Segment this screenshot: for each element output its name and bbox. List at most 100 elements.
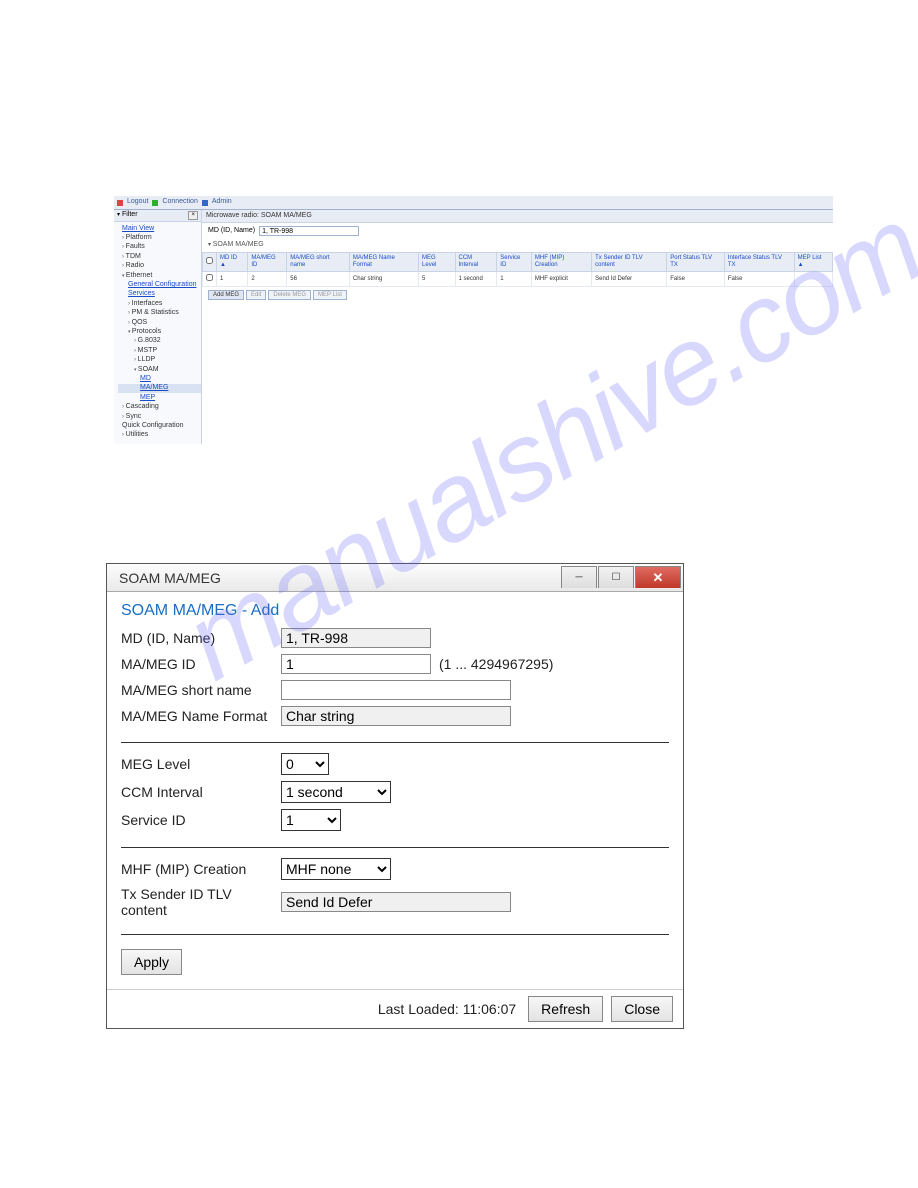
- breadcrumb: Microwave radio: SOAM MA/MEG: [202, 210, 833, 223]
- nav-quick-config[interactable]: Quick Configuration: [118, 421, 201, 430]
- nav-mameg[interactable]: MA/MEG: [118, 384, 201, 393]
- connection-icon: [152, 200, 158, 206]
- col-service-id[interactable]: Service ID: [497, 252, 532, 271]
- col-short-name[interactable]: MA/MEG short name: [287, 252, 350, 271]
- label-txsender: Tx Sender ID TLV content: [121, 886, 281, 918]
- input-txsender: [281, 892, 511, 912]
- nav-pm-stats[interactable]: PM & Statistics: [118, 309, 201, 318]
- label-service-id: Service ID: [121, 812, 281, 828]
- management-ui-screenshot: Logout Connection Admin ▾ Filter × Main …: [113, 195, 834, 445]
- cell-mameg-id: 2: [248, 272, 287, 287]
- table-button-row: Add MEG Edit Delete MEG MEP List: [202, 287, 833, 303]
- nav-mstp[interactable]: MSTP: [118, 346, 201, 355]
- nav-radio[interactable]: Radio: [118, 262, 201, 271]
- nav-faults[interactable]: Faults: [118, 243, 201, 252]
- cell-short-name: 56: [287, 272, 350, 287]
- select-meg-level[interactable]: 0: [281, 753, 329, 775]
- cell-mep-list: [794, 272, 832, 287]
- cell-iface-status: False: [724, 272, 794, 287]
- logout-icon: [117, 200, 123, 206]
- col-meg-level[interactable]: MEG Level: [419, 252, 455, 271]
- cell-service-id: 1: [497, 272, 532, 287]
- nav-g8032[interactable]: G.8032: [118, 337, 201, 346]
- nav-utilities[interactable]: Utilities: [118, 431, 201, 440]
- select-service-id[interactable]: 1: [281, 809, 341, 831]
- minimize-button[interactable]: ─: [561, 566, 597, 588]
- col-port-status[interactable]: Port Status TLV TX: [667, 252, 725, 271]
- nav-cascading[interactable]: Cascading: [118, 403, 201, 412]
- refresh-button[interactable]: Refresh: [528, 996, 603, 1022]
- nav-general-config[interactable]: General Configuration: [118, 281, 201, 290]
- md-input[interactable]: [259, 226, 359, 236]
- nav-soam[interactable]: SOAM: [118, 365, 201, 374]
- add-dialog: SOAM MA/MEG ─ ☐ ✕ SOAM MA/MEG - Add MD (…: [106, 563, 684, 1029]
- label-mhf: MHF (MIP) Creation: [121, 861, 281, 877]
- maximize-icon: ☐: [612, 572, 621, 583]
- col-mdid[interactable]: MD ID ▲: [217, 252, 248, 271]
- apply-button[interactable]: Apply: [121, 949, 182, 975]
- col-mameg-id[interactable]: MA/MEG ID: [248, 252, 287, 271]
- table-row[interactable]: 1 2 56 Char string 5 1 second 1 MHF expl…: [203, 272, 833, 287]
- dialog-footer: Last Loaded: 11:06:07 Refresh Close: [107, 989, 683, 1028]
- table-header-row: MD ID ▲ MA/MEG ID MA/MEG short name MA/M…: [203, 252, 833, 271]
- input-mameg-id[interactable]: [281, 654, 431, 674]
- nav-protocols[interactable]: Protocols: [118, 327, 201, 336]
- dialog-title: SOAM MA/MEG: [119, 570, 221, 586]
- edit-button[interactable]: Edit: [246, 290, 266, 300]
- nav-mep[interactable]: MEP: [118, 393, 201, 402]
- cell-meg-level: 5: [419, 272, 455, 287]
- select-mhf[interactable]: MHF none: [281, 858, 391, 880]
- col-name-fmt[interactable]: MA/MEG Name Format: [349, 252, 418, 271]
- cell-mdid: 1: [217, 272, 248, 287]
- nav-md[interactable]: MD: [118, 374, 201, 383]
- cell-port-status: False: [667, 272, 725, 287]
- section-header[interactable]: SOAM MA/MEG: [202, 239, 833, 251]
- filter-row: ▾ Filter ×: [114, 210, 201, 222]
- label-name-fmt: MA/MEG Name Format: [121, 708, 281, 724]
- col-iface-status[interactable]: Interface Status TLV TX: [724, 252, 794, 271]
- form-title: SOAM MA/MEG - Add: [121, 602, 669, 620]
- delete-meg-button[interactable]: Delete MEG: [268, 290, 311, 300]
- col-mhf[interactable]: MHF (MIP) Creation: [531, 252, 591, 271]
- nav-services[interactable]: Services: [118, 290, 201, 299]
- col-mep-list[interactable]: MEP List ▲: [794, 252, 832, 271]
- nav-ethernet[interactable]: Ethernet: [118, 271, 201, 280]
- nav-sync[interactable]: Sync: [118, 412, 201, 421]
- form-section-2: MEG Level 0 CCM Interval 1 second Servic…: [121, 753, 669, 848]
- select-ccm-int[interactable]: 1 second: [281, 781, 391, 803]
- input-short-name[interactable]: [281, 680, 511, 700]
- admin-link[interactable]: Admin: [212, 198, 232, 206]
- label-meg-level: MEG Level: [121, 756, 281, 772]
- col-txsender[interactable]: Tx Sender ID TLV content: [592, 252, 667, 271]
- minimize-icon: ─: [575, 572, 582, 583]
- nav-main-view[interactable]: Main View: [118, 224, 201, 233]
- filter-clear-button[interactable]: ×: [188, 211, 198, 220]
- nav-interfaces[interactable]: Interfaces: [118, 299, 201, 308]
- top-toolbar: Logout Connection Admin: [114, 196, 833, 210]
- mep-list-button[interactable]: MEP List: [313, 290, 347, 300]
- connection-link[interactable]: Connection: [162, 198, 197, 206]
- logout-link[interactable]: Logout: [127, 198, 148, 206]
- nav-tree: Main View Platform Faults TDM Radio Ethe…: [114, 222, 201, 442]
- select-all-checkbox[interactable]: [206, 257, 213, 264]
- nav-lldp[interactable]: LLDP: [118, 356, 201, 365]
- maximize-button[interactable]: ☐: [598, 566, 634, 588]
- nav-qos[interactable]: QOS: [118, 318, 201, 327]
- col-ccm-int[interactable]: CCM Interval: [455, 252, 497, 271]
- nav-tdm[interactable]: TDM: [118, 252, 201, 261]
- cell-mhf: MHF explicit: [531, 272, 591, 287]
- row-checkbox[interactable]: [206, 274, 213, 281]
- nav-platform[interactable]: Platform: [118, 234, 201, 243]
- input-name-fmt: [281, 706, 511, 726]
- admin-icon: [202, 200, 208, 206]
- filter-collapse-icon[interactable]: ▾: [117, 212, 120, 218]
- label-ccm-int: CCM Interval: [121, 784, 281, 800]
- cell-name-fmt: Char string: [349, 272, 418, 287]
- md-label: MD (ID, Name): [208, 227, 255, 235]
- add-meg-button[interactable]: Add MEG: [208, 290, 244, 300]
- sidebar: ▾ Filter × Main View Platform Faults TDM…: [114, 210, 202, 444]
- close-window-button[interactable]: ✕: [635, 566, 681, 588]
- mameg-table: MD ID ▲ MA/MEG ID MA/MEG short name MA/M…: [202, 252, 833, 288]
- close-button[interactable]: Close: [611, 996, 673, 1022]
- cell-txsender: Send Id Defer: [592, 272, 667, 287]
